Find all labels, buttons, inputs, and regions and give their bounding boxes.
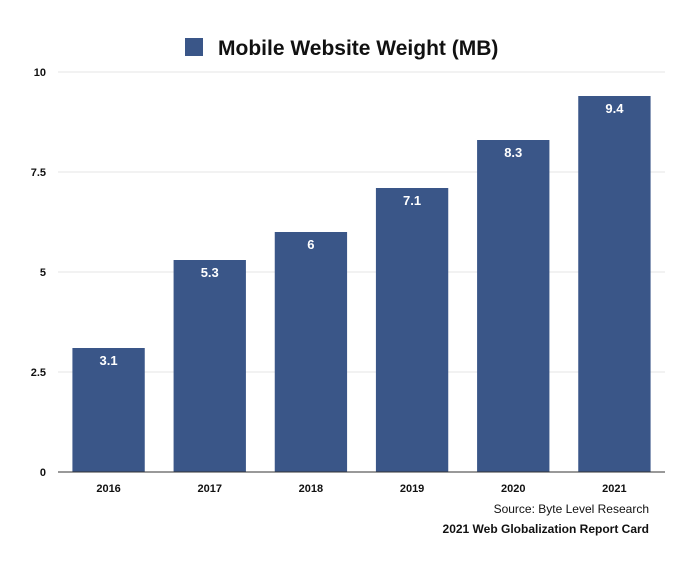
x-tick-label: 2018 [299,483,323,495]
legend-swatch [185,38,203,56]
data-label: 9.4 [605,101,624,116]
legend-label: Mobile Website Weight (MB) [218,37,498,60]
y-tick-label: 7.5 [31,167,46,179]
bar [72,348,145,472]
legend: Mobile Website Weight (MB) [185,37,498,60]
bar [375,188,449,472]
x-tick-label: 2017 [198,483,222,495]
x-tick-label: 2021 [602,483,626,495]
bar [274,232,348,472]
data-label: 6 [307,237,314,252]
gridlines [58,71,665,373]
x-tick-label: 2019 [400,483,424,495]
y-tick-label: 5 [40,267,46,279]
data-label: 8.3 [504,145,522,160]
data-label: 7.1 [403,193,421,208]
data-label: 3.1 [100,353,118,368]
bar [578,96,651,472]
x-tick-label: 2020 [501,483,525,495]
y-tick-label: 0 [40,467,46,479]
bar [173,260,246,472]
y-tick-label: 10 [34,67,46,79]
axes: 0 2.5 5 7.5 10 2016 2017 2018 2019 2020 2021 [31,67,665,495]
data-label: 5.3 [201,265,219,280]
bar [477,140,550,472]
report-title: 2021 Web Globalization Report Card [443,522,649,536]
source-note: Source: Byte Level Research [494,502,649,516]
y-tick-label: 2.5 [31,367,46,379]
data-labels: 3.1 5.3 6 7.1 8.3 9.4 [100,101,625,368]
x-tick-label: 2016 [96,483,120,495]
bars [72,96,651,472]
